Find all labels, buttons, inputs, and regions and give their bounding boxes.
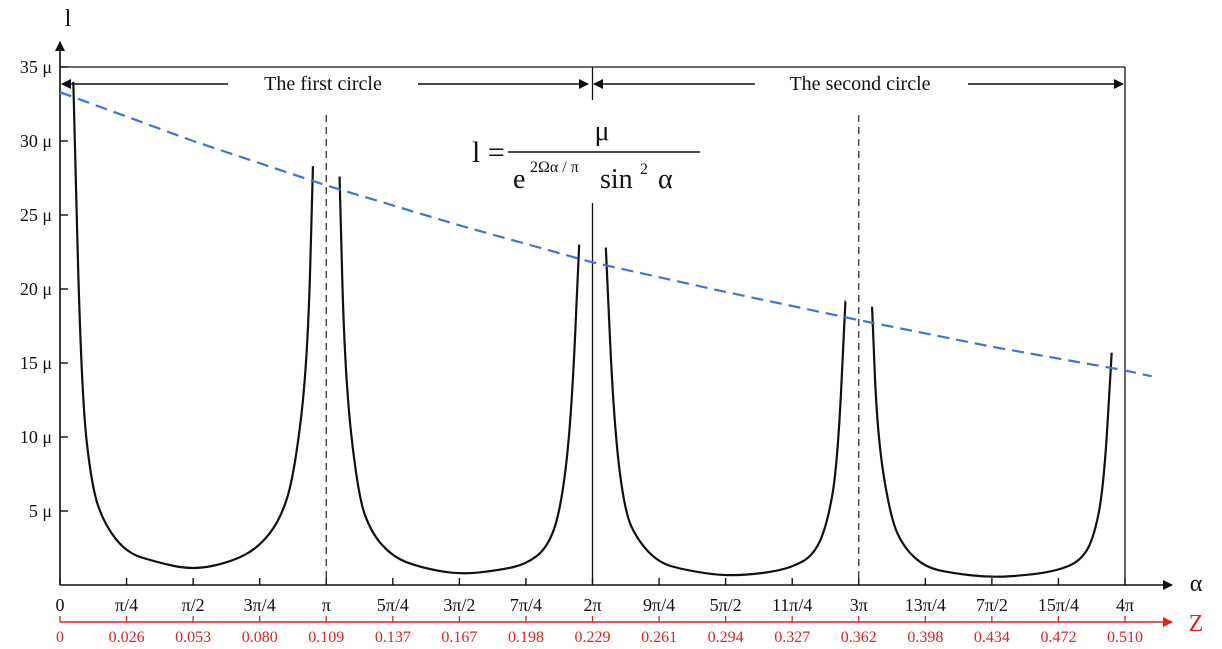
z-tick-label: 0.109 — [308, 629, 344, 646]
x-tick-label: 13π/4 — [905, 595, 946, 615]
envelope-dashed-curve — [59, 91, 1152, 378]
y-ticks: 5 μ 10 μ 15 μ 20 μ 25 μ 30 μ 35 μ — [20, 57, 68, 521]
x-axis-label: α — [1190, 571, 1203, 597]
z-tick-label: 0.362 — [841, 629, 877, 646]
x-tick-label: 9π/4 — [643, 595, 675, 615]
formula-den-trig: sin — [600, 164, 633, 195]
z-tick-label: 0.434 — [974, 629, 1010, 646]
second-circle-label: The second circle — [789, 73, 930, 95]
x-tick-label: 5π/2 — [710, 595, 742, 615]
x-tick-label: π — [322, 595, 331, 615]
solid-curve-segment — [870, 306, 1113, 578]
x-tick-label: π/4 — [115, 595, 138, 615]
z-tick-label: 0.398 — [907, 629, 943, 646]
y-tick-label: 15 μ — [20, 353, 52, 373]
z-tick-label: 0.137 — [375, 629, 411, 646]
x-tick-label: 0 — [56, 595, 65, 615]
y-tick-label: 20 μ — [20, 279, 52, 299]
x-tick-label: 11π/4 — [772, 595, 812, 615]
x-tick-label: π/2 — [182, 595, 205, 615]
y-tick-label: 35 μ — [20, 57, 52, 77]
x-tick-label: 2π — [583, 595, 601, 615]
z-tick-label: 0.026 — [109, 629, 145, 646]
formula-den-trig-exp: 2 — [640, 161, 648, 178]
formula-den-exp: 2Ωα / π — [530, 159, 579, 176]
z-tick-label: 0 — [56, 629, 64, 646]
x-tick-label: 7π/2 — [976, 595, 1008, 615]
solid-curve-segment — [72, 81, 315, 570]
x-tick-label: 5π/4 — [377, 595, 409, 615]
first-circle-annotation: The first circle — [61, 73, 589, 95]
formula: l = μ e 2Ωα / π sin 2 α — [472, 116, 700, 195]
formula-lhs: l = — [472, 136, 505, 169]
x-tick-label: 3π — [850, 595, 868, 615]
z-tick-label: 0.472 — [1040, 629, 1076, 646]
guide-lines — [325, 67, 1126, 585]
z-tick-label: 0.294 — [708, 629, 744, 646]
z-tick-label: 0.327 — [774, 629, 810, 646]
x-tick-label: 4π — [1116, 595, 1134, 615]
z-tick-label: 0.198 — [508, 629, 544, 646]
x-tick-label: 3π/4 — [244, 595, 276, 615]
y-tick-label: 25 μ — [20, 205, 52, 225]
x-tick-label: 7π/4 — [510, 595, 542, 615]
y-tick-label: 30 μ — [20, 131, 52, 151]
formula-den-base: e — [513, 164, 525, 195]
z-tick-label: 0.510 — [1107, 629, 1143, 646]
plot-series — [59, 81, 1152, 578]
formula-numerator: μ — [594, 116, 609, 147]
z-axis-label: Z — [1189, 611, 1204, 637]
z-tick-label: 0.053 — [175, 629, 211, 646]
z-tick-label: 0.080 — [242, 629, 278, 646]
second-circle-annotation: The second circle — [593, 73, 1124, 95]
z-tick-label: 0.261 — [641, 629, 677, 646]
z-tick-label: 0.229 — [575, 629, 611, 646]
formula-den-var: α — [658, 164, 673, 195]
z-ticks: 0 0.026 0.053 0.080 0.109 0.137 0.167 0.198 0.22… — [56, 616, 1143, 646]
solid-curve-segment — [338, 176, 581, 575]
z-tick-label: 0.167 — [441, 629, 477, 646]
x-tick-label: 3π/2 — [443, 595, 475, 615]
y-tick-label: 10 μ — [20, 427, 52, 447]
y-axis-label: l — [65, 6, 72, 32]
y-tick-label: 5 μ — [29, 501, 52, 521]
x-tick-label: 15π/4 — [1038, 595, 1079, 615]
first-circle-label: The first circle — [264, 73, 382, 95]
solid-curve-segment — [604, 247, 847, 577]
x-ticks: 0 π/4 π/2 3π/4 π 5π/4 3π/2 7π/4 2π 9π/4 5π/2 11π/4 3… — [56, 578, 1134, 615]
